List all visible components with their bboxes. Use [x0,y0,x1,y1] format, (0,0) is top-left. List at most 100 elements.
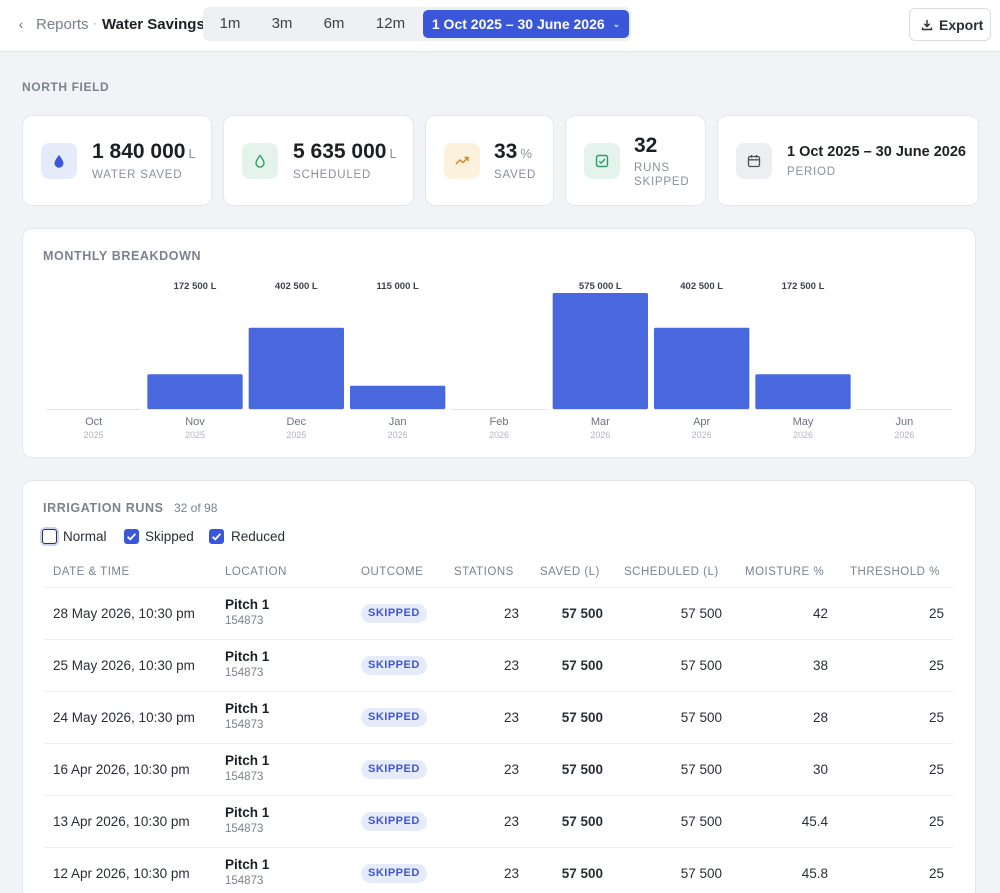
chart-data-label: 172 500 L [174,281,217,292]
filter-reduced-checkbox[interactable] [209,529,224,544]
cell-location-name: Pitch 1 [225,857,270,872]
stat-water-saved-value: 1 840 000 [92,140,186,163]
cell-threshold: 25 [928,762,944,777]
chart-data-label: 575 000 L [579,281,622,292]
stat-scheduled-value: 5 635 000 [293,140,387,163]
cell-location-id: 154873 [225,823,264,835]
chart-bar-apr [654,327,750,409]
cell-date: 24 May 2026, 10:30 pm [53,710,195,725]
chart-tick-label-month: May [793,416,814,428]
cell-saved: 57 500 [561,762,603,777]
cell-date: 16 Apr 2026, 10:30 pm [53,762,190,777]
stat-saved-percent-label: SAVED [494,169,537,181]
filter-reduced-label[interactable]: Reduced [231,529,286,544]
cell-stations: 23 [503,814,519,829]
stat-card-runs-skipped: 32 RUNS SKIPPED [565,115,706,206]
cell-scheduled: 57 500 [680,866,722,881]
filter-normal-label[interactable]: Normal [63,529,107,544]
cell-location-id: 154873 [225,667,264,679]
section-title: NORTH FIELD [22,80,110,94]
check-square-icon [584,143,620,179]
status-badge: SKIPPED [361,656,427,675]
cell-moisture: 38 [812,658,828,673]
range-12m-button[interactable]: 12m [375,15,406,32]
col-moisture[interactable]: MOISTURE % [745,566,825,578]
checkmark-icon [211,533,222,541]
range-6m-button[interactable]: 6m [323,15,345,32]
filter-skipped-checkbox[interactable] [124,529,139,544]
chart-tick-label-month: Jan [389,416,407,428]
col-scheduled[interactable]: SCHEDULED (L) [624,566,719,578]
cell-threshold: 25 [928,866,944,881]
col-date-time[interactable]: DATE & TIME [53,566,130,578]
cell-scheduled: 57 500 [680,814,722,829]
cell-saved: 57 500 [561,866,603,881]
chart-tick-label-month: Jun [895,416,913,428]
export-button[interactable]: Export [909,8,991,41]
cell-saved: 57 500 [561,814,603,829]
chart-tick-label-year: 2025 [84,430,104,440]
runs-count: 32 of 98 [174,501,218,515]
col-location[interactable]: LOCATION [225,566,287,578]
cell-saved: 57 500 [561,710,603,725]
chart-tick-label-year: 2026 [793,430,813,440]
stat-card-water-saved: 1 840 000 L WATER SAVED [22,115,212,206]
breadcrumb-separator: · [93,16,97,30]
table-row[interactable]: 25 May 2026, 10:30 pm Pitch 1 154873 SKI… [44,639,954,691]
chart-tick-label-year: 2026 [894,430,914,440]
breadcrumb-reports[interactable]: Reports [36,16,89,33]
checkmark-icon [126,533,137,541]
cell-location-id: 154873 [225,875,264,887]
trend-up-icon [444,143,480,179]
filter-normal-checkbox[interactable] [42,529,57,544]
cell-date: 13 Apr 2026, 10:30 pm [53,814,190,829]
stat-runs-skipped-label-1: RUNS [634,162,670,174]
calendar-icon [736,143,772,179]
cell-moisture: 42 [812,606,828,621]
water-drop-icon [41,143,77,179]
stat-saved-percent-value: 33 [494,140,518,163]
table-row[interactable]: 24 May 2026, 10:30 pm Pitch 1 154873 SKI… [44,691,954,743]
chart-data-label: 402 500 L [275,281,318,292]
cell-stations: 23 [503,710,519,725]
table-row[interactable]: 13 Apr 2026, 10:30 pm Pitch 1 154873 SKI… [44,795,954,847]
col-stations[interactable]: STATIONS [454,566,514,578]
status-badge: SKIPPED [361,760,427,779]
chart-tick-label-month: Mar [591,416,610,428]
col-outcome[interactable]: OUTCOME [361,566,424,578]
table-row[interactable]: 28 May 2026, 10:30 pm Pitch 1 154873 SKI… [44,587,954,639]
table-row[interactable]: 12 Apr 2026, 10:30 pm Pitch 1 154873 SKI… [44,847,954,893]
chart-data-label: 172 500 L [782,281,825,292]
custom-range-button[interactable]: 1 Oct 2025 – 30 June 2026 ⌄ [423,10,629,38]
chart-bar-may [755,374,851,409]
export-label: Export [939,17,984,33]
irrigation-runs-card [22,480,976,893]
cell-moisture: 45.8 [801,866,828,881]
date-range-selector: 1m 3m 6m 12m 1 Oct 2025 – 30 June 2026 ⌄ [203,7,631,41]
cell-location-name: Pitch 1 [225,649,270,664]
stat-water-saved-unit: L [188,146,196,161]
filter-skipped-label[interactable]: Skipped [145,529,194,544]
cell-location-name: Pitch 1 [225,805,270,820]
back-chevron-icon[interactable]: ‹ [18,16,24,32]
chart-bar-nov [147,374,243,409]
chart-tick-label-month: Feb [490,416,509,428]
range-3m-button[interactable]: 3m [271,15,293,32]
range-1m-button[interactable]: 1m [219,15,241,32]
stat-period-value: 1 Oct 2025 – 30 June 2026 [787,144,966,160]
cell-threshold: 25 [928,658,944,673]
monthly-breakdown-chart: Oct 2025 172 500 L Nov 2025 402 500 L Dec 2025 1… [46,281,952,440]
col-saved[interactable]: SAVED (L) [540,566,600,578]
chart-bar-dec [248,327,344,409]
cell-saved: 57 500 [561,606,603,621]
monthly-breakdown-card: MONTHLY BREAKDOWN Oct 2025 172 500 L Nov 202… [22,228,976,458]
cell-threshold: 25 [928,814,944,829]
chevron-down-icon: ⌄ [612,19,621,29]
cell-moisture: 30 [812,762,828,777]
cell-location-name: Pitch 1 [225,701,270,716]
col-threshold[interactable]: THRESHOLD % [850,566,940,578]
table-row[interactable]: 16 Apr 2026, 10:30 pm Pitch 1 154873 SKI… [44,743,954,795]
chart-tick-label-year: 2026 [489,430,509,440]
chart-tick-label-year: 2026 [692,430,712,440]
chart-tick-label-month: Nov [185,416,205,428]
